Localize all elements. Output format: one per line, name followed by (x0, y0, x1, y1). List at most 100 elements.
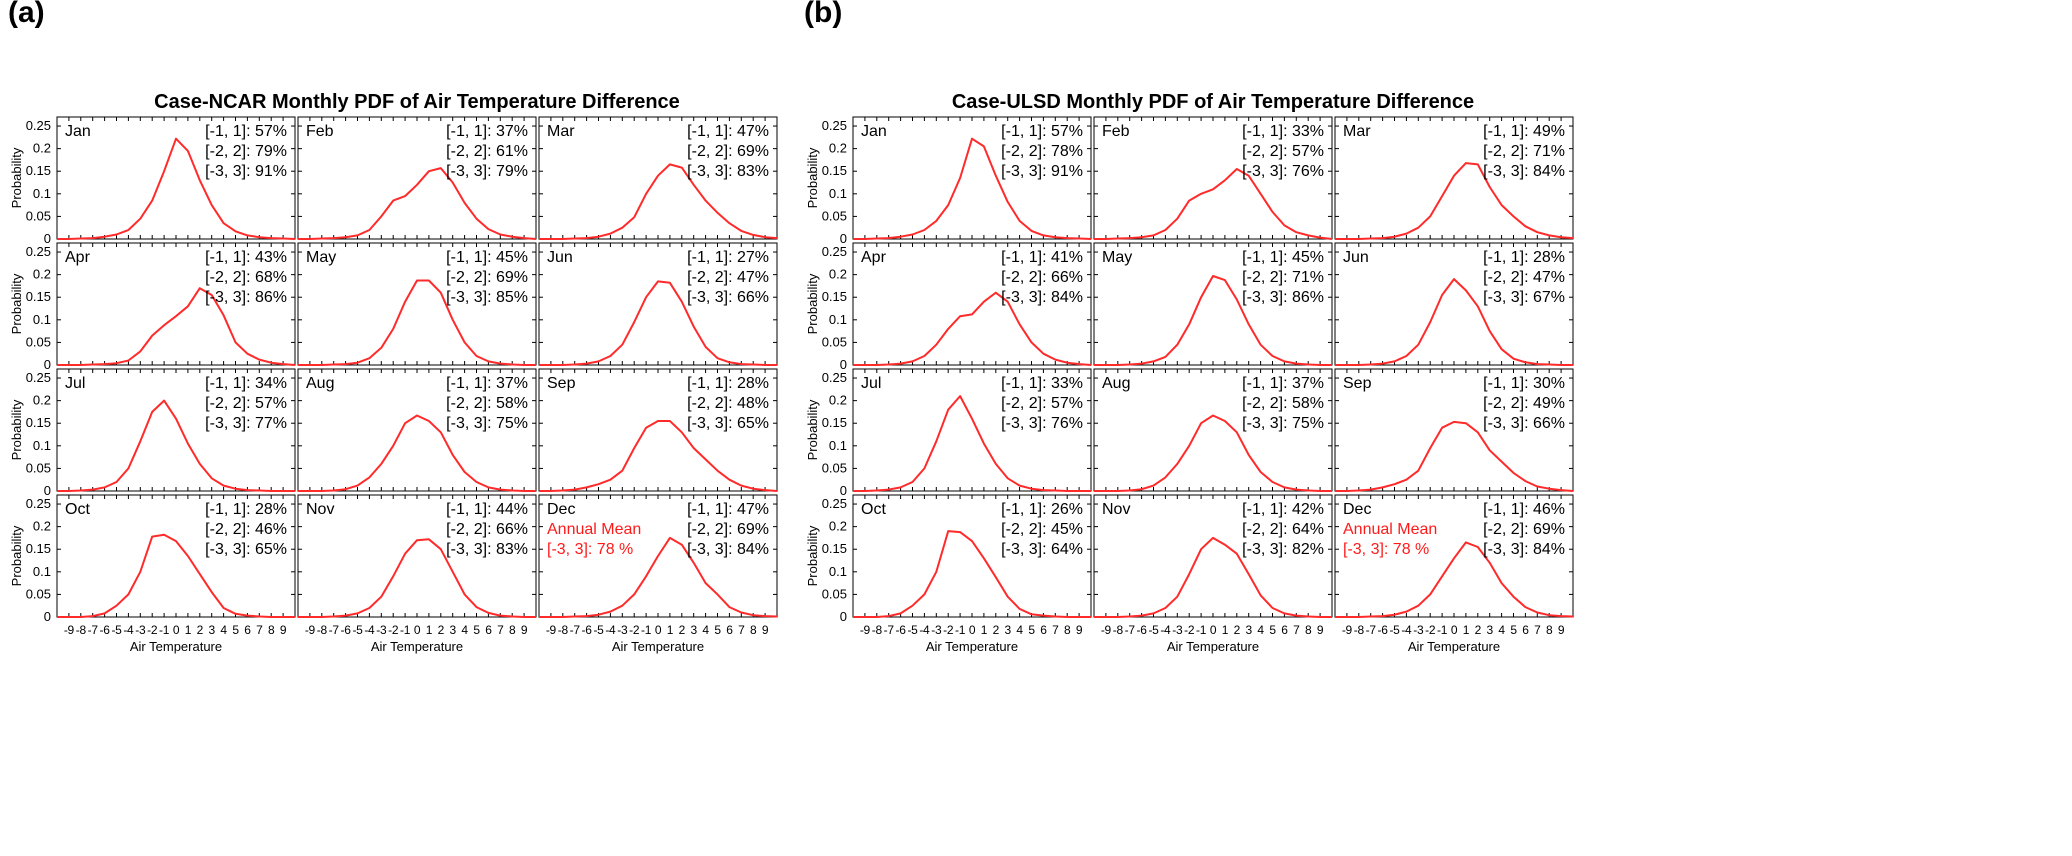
pdf-line-feb (298, 167, 537, 240)
x-tick-label: 1 (1222, 623, 1229, 637)
stat-range-1: [-1, 1]: 42% (1242, 501, 1324, 518)
stat-range-2: [-2, 2]: 69% (687, 521, 769, 538)
pdf-line-may (298, 279, 536, 366)
x-tick-label: 8 (268, 623, 275, 637)
month-label: Sep (547, 375, 576, 392)
y-tick-label: 0.25 (822, 118, 847, 133)
month-label: Apr (65, 249, 91, 266)
stat-range-1: [-1, 1]: 27% (687, 249, 769, 266)
subplot-sep: Sep [-1, 1]: 28% [-2, 2]: 48% [-3, 3]: 65% (538, 368, 778, 492)
x-tick-label: -7 (88, 623, 99, 637)
x-tick-label: 8 (509, 623, 516, 637)
month-label: Oct (861, 501, 886, 518)
stat-range-3: [-3, 3]: 91% (205, 163, 287, 180)
x-tick-label: 5 (232, 623, 239, 637)
month-label: May (1102, 249, 1132, 266)
x-tick-label: 5 (714, 623, 721, 637)
month-label: Jan (65, 123, 91, 140)
x-tick-label: -9 (1342, 623, 1353, 637)
subplot-frame (1334, 116, 1574, 240)
x-tick-label: -6 (100, 623, 111, 637)
y-tick-label: 0.15 (822, 415, 847, 430)
month-label: Dec (547, 501, 575, 518)
x-tick-label: 4 (1498, 623, 1505, 637)
y-tick-label: 0.25 (822, 496, 847, 511)
x-tick-label: 7 (1052, 623, 1059, 637)
panel-b: (b) Case-ULSD Monthly PDF of Air Temperat… (804, 0, 1574, 654)
stat-range-3: [-3, 3]: 67% (1483, 289, 1565, 306)
x-tick-label: -4 (123, 623, 134, 637)
stat-range-3: [-3, 3]: 75% (1242, 415, 1324, 432)
y-tick-label: 0.25 (26, 370, 51, 385)
stat-range-1: [-1, 1]: 28% (687, 375, 769, 392)
x-tick-label: -6 (1137, 623, 1148, 637)
x-tick-label: 5 (1269, 623, 1276, 637)
subplot-frame (56, 116, 296, 240)
x-tick-label: -3 (135, 623, 146, 637)
stat-range-1: [-1, 1]: 43% (205, 249, 287, 266)
subplot-nov: -9 -8 -7 -6 -5 -4 -3 -2 -1 0 1 2 3 4 5 6 7 8 9 Air Temperat… (1093, 494, 1333, 654)
stat-range-1: [-1, 1]: 47% (687, 123, 769, 140)
x-tick-label: 0 (969, 623, 976, 637)
subplot-jun: Jun [-1, 1]: 27% [-2, 2]: 47% [-3, 3]: 66% (538, 242, 778, 366)
stat-range-2: [-2, 2]: 47% (687, 269, 769, 286)
stat-range-3: [-3, 3]: 83% (687, 163, 769, 180)
x-tick-label: -9 (305, 623, 316, 637)
subplot-dec: -9 -8 -7 -6 -5 -4 -3 -2 -1 0 1 2 3 4 5 6 7 8 9 Air Temperat… (1334, 494, 1574, 654)
x-tick-label: 8 (1546, 623, 1553, 637)
stat-range-1: [-1, 1]: 33% (1242, 123, 1324, 140)
x-tick-label: 3 (1487, 623, 1494, 637)
figure-title: Case-ULSD Monthly PDF of Air Temperature… (952, 91, 1474, 113)
x-tick-label: -6 (1378, 623, 1389, 637)
x-tick-label: 1 (981, 623, 988, 637)
x-tick-label: -7 (1125, 623, 1136, 637)
pdf-line-sep (1335, 420, 1574, 492)
x-tick-label: 5 (1510, 623, 1517, 637)
stat-range-2: [-2, 2]: 46% (205, 521, 287, 538)
pdf-line-nov (298, 538, 536, 618)
stat-range-3: [-3, 3]: 85% (446, 289, 528, 306)
y-tick-label: 0.2 (33, 393, 51, 408)
y-axis-label: Probability (805, 399, 820, 460)
x-tick-label: 7 (497, 623, 504, 637)
pdf-line-jun (1335, 278, 1573, 366)
stat-range-2: [-2, 2]: 47% (1483, 269, 1565, 286)
x-tick-label: -7 (1366, 623, 1377, 637)
pdf-line-oct (853, 530, 1091, 618)
x-tick-label: 8 (750, 623, 757, 637)
x-tick-label: -2 (629, 623, 640, 637)
y-tick-label: 0 (840, 231, 847, 246)
subplot-mar: Mar [-1, 1]: 47% [-2, 2]: 69% [-3, 3]: 83% (538, 116, 778, 240)
stat-range-2: [-2, 2]: 64% (1242, 521, 1324, 538)
x-tick-label: 2 (679, 623, 686, 637)
month-label: Jan (861, 123, 887, 140)
x-tick-label: 6 (1281, 623, 1288, 637)
y-tick-label: 0.05 (26, 334, 51, 349)
stat-range-1: [-1, 1]: 28% (205, 501, 287, 518)
x-tick-label: 1 (426, 623, 433, 637)
y-tick-label: 0.1 (829, 312, 847, 327)
pdf-line-mar (539, 163, 778, 240)
subplot-frame (297, 116, 537, 240)
x-axis-label: Air Temperature (612, 639, 704, 654)
y-tick-label: 0.05 (822, 460, 847, 475)
x-tick-label: -8 (76, 623, 87, 637)
y-tick-label: 0.05 (822, 334, 847, 349)
x-tick-label: 3 (691, 623, 698, 637)
y-tick-label: 0.15 (26, 415, 51, 430)
pdf-line-oct (57, 533, 295, 618)
subplot-frame (852, 494, 1092, 618)
month-label: Aug (1102, 375, 1130, 392)
x-tick-label: 7 (1534, 623, 1541, 637)
x-tick-label: 3 (209, 623, 216, 637)
x-tick-label: 4 (702, 623, 709, 637)
x-tick-label: -1 (159, 623, 170, 637)
y-tick-label: 0.2 (829, 393, 847, 408)
stat-range-2: [-2, 2]: 69% (687, 143, 769, 160)
pdf-line-feb (1094, 168, 1333, 240)
month-label: Sep (1343, 375, 1372, 392)
stat-range-3: [-3, 3]: 82% (1242, 541, 1324, 558)
subplot-nov: -9 -8 -7 -6 -5 -4 -3 -2 -1 0 1 2 3 4 5 6 7 8 9 Air Temperat… (297, 494, 537, 654)
y-tick-label: 0.05 (822, 208, 847, 223)
